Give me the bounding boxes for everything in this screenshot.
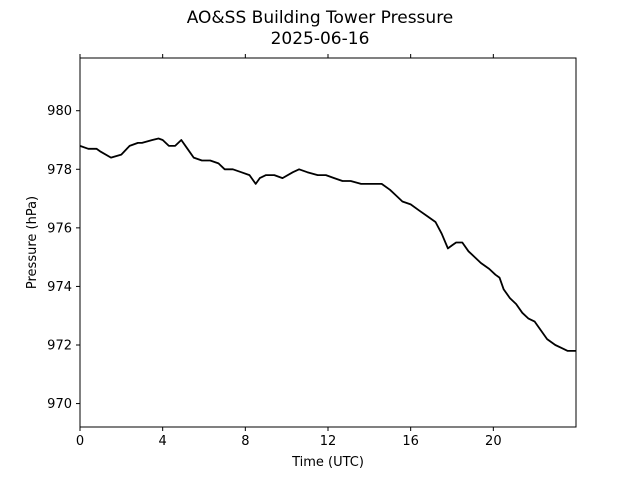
- x-tick-label: 4: [159, 434, 167, 449]
- series-layer: [79, 137, 576, 352]
- y-tick-label: 970: [47, 397, 72, 412]
- y-tick-label: 978: [47, 163, 72, 178]
- x-tick-label: 20: [485, 434, 502, 449]
- x-tick-label: 16: [402, 434, 419, 449]
- pressure-series-line: [79, 137, 576, 352]
- y-tick-label: 980: [47, 104, 72, 119]
- y-axis: 970 972 974 976 978 980: [47, 104, 80, 412]
- plot-area: [79, 57, 577, 428]
- y-axis-label: Pressure (hPa): [25, 196, 40, 289]
- x-tick-label: 12: [320, 434, 337, 449]
- x-axis-label: Time (UTC): [291, 455, 364, 470]
- x-axis: 0 4 8 12 16 20: [76, 54, 502, 449]
- chart-subtitle: 2025-06-16: [270, 29, 370, 49]
- y-tick-label: 974: [47, 280, 72, 295]
- plot-frame: [79, 57, 577, 428]
- y-tick-label: 972: [47, 339, 72, 354]
- chart-title: AO&SS Building Tower Pressure: [186, 8, 454, 28]
- x-tick-label: 8: [241, 434, 249, 449]
- x-tick-label: 0: [76, 434, 84, 449]
- y-tick-label: 976: [47, 221, 72, 236]
